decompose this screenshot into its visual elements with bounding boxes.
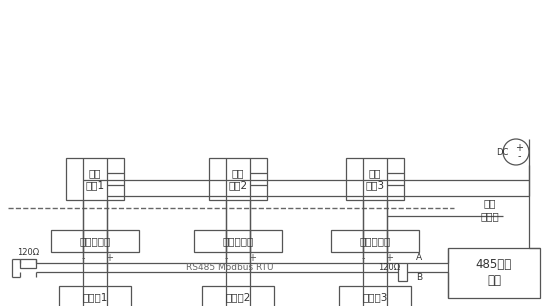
Bar <box>20 259 36 267</box>
Text: 电流变送器: 电流变送器 <box>222 236 254 246</box>
Text: 120Ω: 120Ω <box>17 248 39 257</box>
Bar <box>339 286 411 306</box>
Text: 传感器2: 传感器2 <box>225 292 251 302</box>
Text: DC: DC <box>496 147 508 156</box>
Bar <box>66 158 124 200</box>
Bar <box>346 158 404 200</box>
Bar <box>209 158 267 200</box>
Text: 电流变送器: 电流变送器 <box>360 236 391 246</box>
Circle shape <box>503 139 529 165</box>
Text: +: + <box>105 253 113 263</box>
Text: 亚当
模块1: 亚当 模块1 <box>85 168 105 190</box>
Text: 监控室: 监控室 <box>481 211 499 221</box>
Text: B: B <box>416 273 422 282</box>
Text: +: + <box>248 253 256 263</box>
Text: 传感器1: 传感器1 <box>83 292 107 302</box>
Text: -: - <box>81 253 85 263</box>
Text: 亚当
模块3: 亚当 模块3 <box>366 168 384 190</box>
Text: RS485 Modbus RTU: RS485 Modbus RTU <box>186 263 274 272</box>
Text: 电流变送器: 电流变送器 <box>79 236 111 246</box>
Text: 传感器3: 传感器3 <box>362 292 388 302</box>
Text: -: - <box>517 151 521 161</box>
Bar <box>51 230 139 252</box>
Text: 485主机
处理: 485主机 处理 <box>476 259 512 288</box>
Text: A: A <box>416 253 422 263</box>
Bar <box>448 248 540 298</box>
Text: +: + <box>385 253 393 263</box>
Bar <box>59 286 131 306</box>
Text: +: + <box>515 143 523 153</box>
Text: -: - <box>361 253 365 263</box>
Text: -: - <box>224 253 228 263</box>
Text: 亚当
模块2: 亚当 模块2 <box>228 168 248 190</box>
Bar <box>194 230 282 252</box>
Text: 现场: 现场 <box>484 198 496 208</box>
Text: 120Ω: 120Ω <box>378 263 400 272</box>
Bar <box>398 263 408 281</box>
Bar <box>331 230 419 252</box>
Bar <box>202 286 274 306</box>
